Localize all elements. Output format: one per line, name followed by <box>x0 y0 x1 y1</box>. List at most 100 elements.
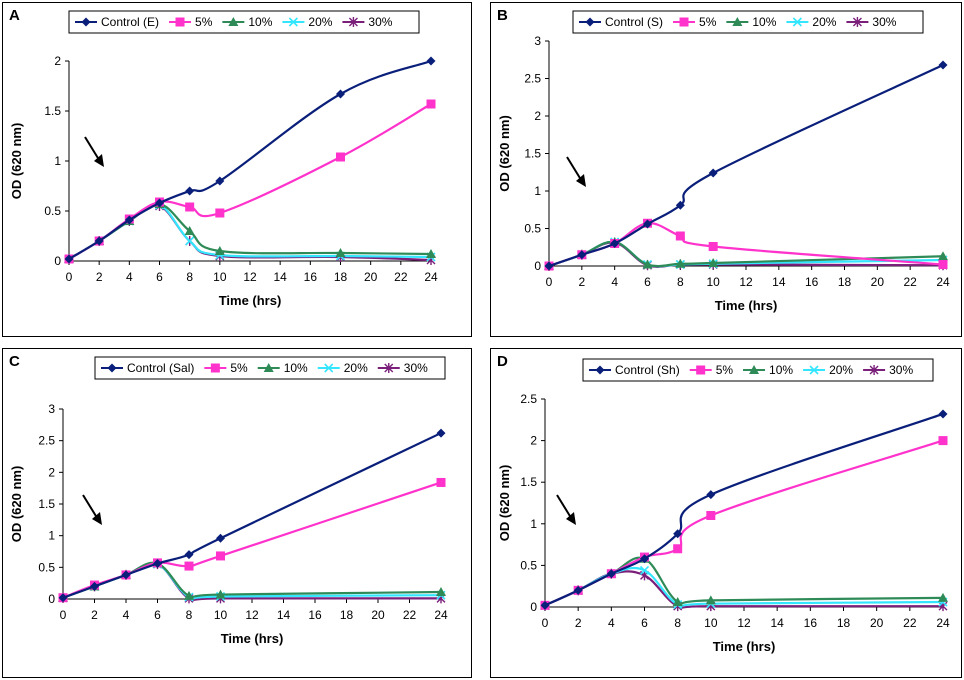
y-tick-label: 3 <box>534 34 541 48</box>
x-tick-label: 20 <box>871 275 885 289</box>
data-point <box>436 587 446 597</box>
y-tick-label: 1 <box>534 184 541 198</box>
x-tick-label: 6 <box>156 270 163 284</box>
x-tick-label: 18 <box>837 616 851 630</box>
legend-label: 5% <box>716 363 734 377</box>
arrow-annotation <box>82 494 102 525</box>
data-point <box>124 215 134 225</box>
panel-letter-b: B <box>497 7 508 24</box>
legend-label: Control (Sh) <box>615 363 680 377</box>
y-tick-label: 0 <box>54 254 61 268</box>
x-tick-label: 0 <box>60 608 67 622</box>
legend-swatch-marker <box>348 17 358 27</box>
y-axis-title: OD (620 nm) <box>497 115 512 192</box>
arrow-annotation <box>84 136 104 167</box>
x-tick-label: 10 <box>213 270 227 284</box>
chart-panel-a: A 0 0.5 1 1.5 2 0 2 4 6 8 10 12 14 16 18 20 22 24 Time (hr… <box>2 2 472 337</box>
data-point <box>426 56 436 66</box>
legend-swatch-marker <box>809 365 819 375</box>
legend-label: 10% <box>284 361 308 375</box>
x-tick-label: 12 <box>243 270 257 284</box>
legend-label: 30% <box>872 15 896 29</box>
data-point <box>544 261 554 271</box>
y-tick-label: 0.5 <box>524 222 541 236</box>
legend-swatch-marker <box>696 365 706 375</box>
y-tick-label: 1.5 <box>520 475 537 489</box>
arrow-head <box>94 154 104 167</box>
data-point <box>708 168 718 178</box>
x-tick-label: 16 <box>308 608 322 622</box>
legend-label: 20% <box>308 15 332 29</box>
x-axis-title: Time (hrs) <box>713 639 776 654</box>
data-point <box>675 231 685 241</box>
data-point <box>185 202 195 212</box>
legend-label: 20% <box>344 361 368 375</box>
series-line <box>62 481 442 599</box>
data-point <box>184 226 195 235</box>
legend-label: 20% <box>812 15 836 29</box>
legend-label: 30% <box>404 361 428 375</box>
series-line <box>548 64 944 268</box>
x-tick-label: 4 <box>126 270 133 284</box>
arrow-annotation <box>556 494 576 525</box>
legend-swatch-marker <box>228 17 239 26</box>
x-tick-label: 0 <box>66 270 73 284</box>
x-tick-label: 2 <box>578 275 585 289</box>
data-point <box>938 260 948 269</box>
data-point <box>215 176 225 186</box>
y-tick-label: 1 <box>54 154 61 168</box>
series-2 <box>64 199 436 263</box>
data-point <box>436 477 446 487</box>
y-tick-label: 1.5 <box>524 147 541 161</box>
legend-swatch-marker <box>210 363 220 373</box>
data-point <box>675 200 685 210</box>
y-tick-label: 1 <box>530 517 537 531</box>
legend-label: 5% <box>699 15 717 29</box>
data-point <box>673 529 683 539</box>
x-tick-label: 18 <box>838 275 852 289</box>
legend-swatch-marker <box>384 363 394 373</box>
data-point <box>610 239 620 248</box>
data-point <box>938 592 948 602</box>
x-tick-label: 22 <box>903 616 917 630</box>
y-tick-label: 2 <box>534 109 541 123</box>
x-tick-label: 10 <box>706 275 720 289</box>
series-0 <box>540 409 948 610</box>
y-tick-label: 3 <box>48 402 55 416</box>
data-point <box>639 565 650 575</box>
x-tick-label: 8 <box>186 270 193 284</box>
chart-panel-d: D 0 0.5 1 1.5 2 2.5 0 2 4 6 8 10 12 14 16 18 20 22 24 Time … <box>490 348 962 678</box>
x-tick-label: 24 <box>936 275 950 289</box>
x-tick-label: 22 <box>394 270 408 284</box>
arrow-head <box>92 512 102 525</box>
x-tick-label: 0 <box>546 275 553 289</box>
data-point <box>643 219 652 229</box>
data-point <box>184 550 194 560</box>
x-tick-label: 4 <box>611 275 618 289</box>
y-tick-label: 0.5 <box>38 560 55 574</box>
legend-swatch-marker <box>263 363 274 372</box>
data-point <box>121 570 131 580</box>
arrow-head <box>576 174 586 187</box>
y-tick-label: 2 <box>48 465 55 479</box>
x-tick-label: 4 <box>608 616 615 630</box>
x-tick-label: 14 <box>770 616 784 630</box>
legend-label: Control (Sal) <box>127 361 194 375</box>
x-tick-label: 20 <box>364 270 378 284</box>
arrow-annotation <box>566 156 586 187</box>
x-tick-label: 12 <box>739 275 753 289</box>
series-3 <box>58 559 446 603</box>
series-line <box>548 222 944 268</box>
x-tick-label: 8 <box>674 616 681 630</box>
chart-panel-b: B 0 0.5 1 1.5 2 2.5 3 0 2 4 6 8 10 12 14 16 18 20 22 24 Time… <box>490 2 962 337</box>
y-tick-label: 0 <box>530 600 537 614</box>
data-point <box>94 236 104 246</box>
data-point <box>64 254 74 264</box>
data-point <box>938 409 948 419</box>
legend-label: 5% <box>230 361 248 375</box>
data-point <box>708 242 718 251</box>
legend-swatch-marker <box>585 17 595 27</box>
legend-label: 20% <box>829 363 853 377</box>
data-point <box>642 259 653 269</box>
